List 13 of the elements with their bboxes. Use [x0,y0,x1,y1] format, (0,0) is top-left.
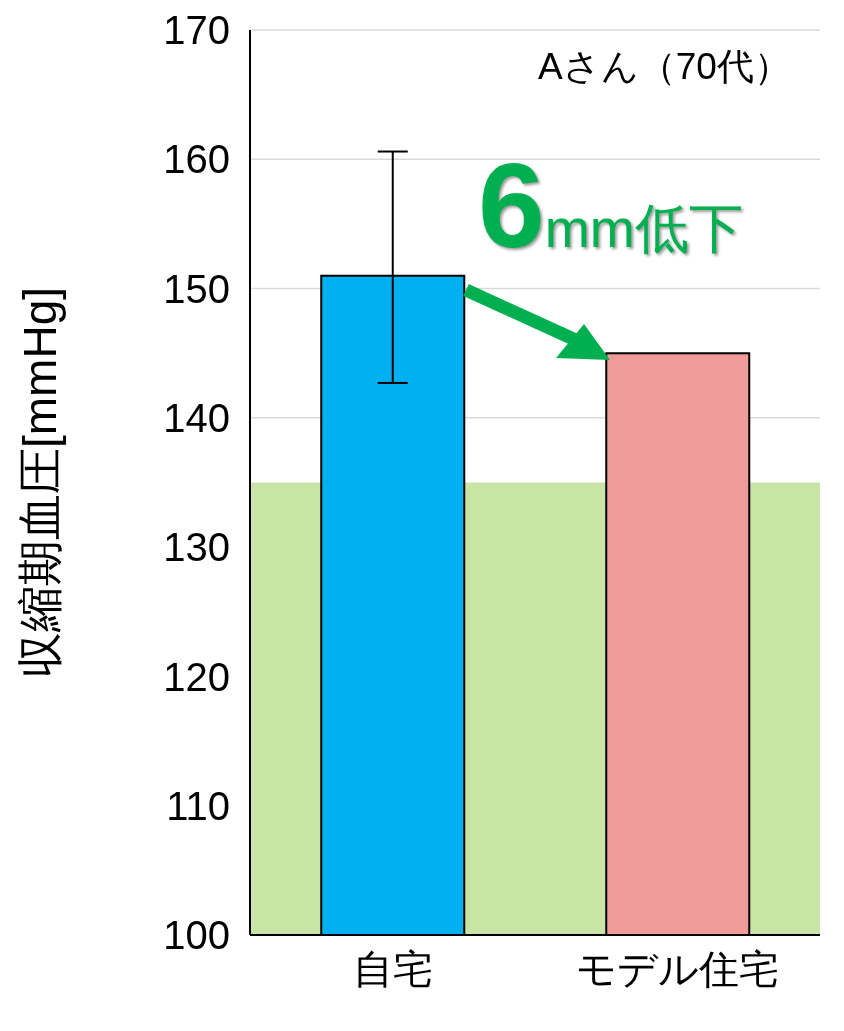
x-tick-label: モデル住宅 [576,947,779,992]
y-axis-title: 収縮期血圧[mmHg] [14,287,67,678]
y-tick-label: 100 [163,913,230,958]
y-tick-label: 170 [163,8,230,53]
y-tick-label: 160 [163,137,230,182]
y-tick-label: 150 [163,266,230,311]
y-tick-label: 140 [163,396,230,441]
annotation: 6mm低下 [478,138,743,272]
x-tick-label: 自宅 [352,947,433,992]
y-tick-label: 120 [163,654,230,699]
y-tick-label: 110 [166,783,230,828]
annotation: Aさん（70代） [538,45,791,89]
y-tick-label: 130 [163,525,230,570]
